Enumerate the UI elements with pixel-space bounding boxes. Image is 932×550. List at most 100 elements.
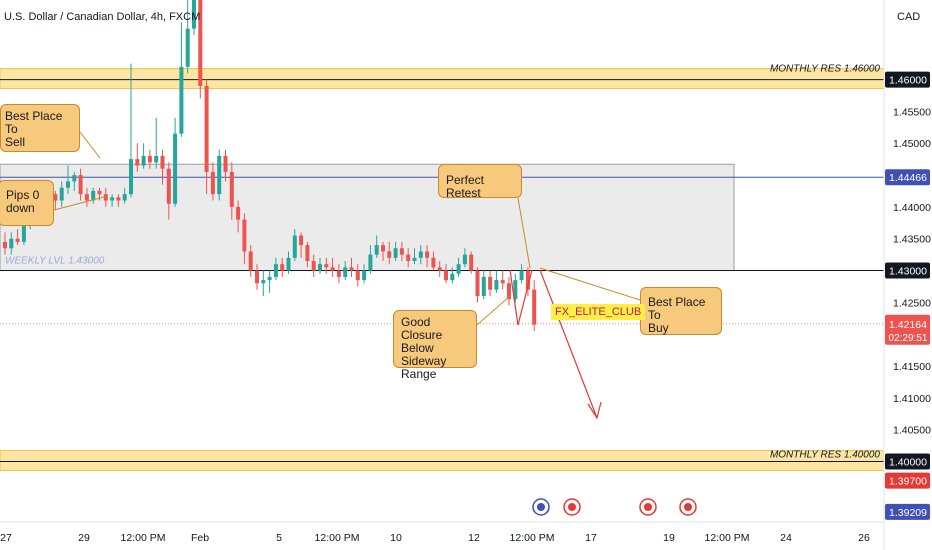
price-axis[interactable]: 1.45500 1.45000 1.44000 1.43500 1.42500 1.415… (885, 71, 931, 520)
candle-body (318, 264, 322, 271)
time-tick-label: 12:00 PM (510, 532, 555, 544)
candle-body (122, 194, 127, 201)
price-tag-retest-bg (885, 169, 930, 186)
price-tick-label: 1.41000 (893, 393, 931, 405)
callout-closure-pointer (476, 295, 511, 326)
callout-buy-line-2: Buy (648, 321, 669, 335)
price-tag-low-2: 1.39209 (889, 507, 927, 519)
callout-closure-line-3: Range (401, 367, 437, 381)
candle-body (311, 261, 316, 271)
candle-body (91, 190, 96, 201)
candle-body (59, 187, 64, 201)
event-markers[interactable] (532, 498, 697, 516)
red-arrowhead (587, 401, 602, 420)
candle-body (217, 155, 222, 195)
candle-body (349, 267, 354, 271)
candle-body (242, 219, 247, 252)
price-tag-monthly-top: 1.46000 (889, 75, 927, 87)
callout-sell-pointer (79, 131, 101, 159)
economic-event-dot (568, 503, 576, 511)
price-tag-low-1: 1.39700 (889, 476, 927, 488)
monthly-res-bottom-label: MONTHLY RES 1.40000 (770, 450, 880, 461)
price-countdown: 02:29:51 (889, 333, 928, 344)
candle-body (488, 276, 493, 290)
candle-body (355, 270, 360, 281)
candle-body (9, 238, 14, 249)
time-tick-label: 12:00 PM (705, 532, 750, 544)
price-tag-current-bg (885, 314, 930, 345)
callout-pips-line-1: Pips 0 (6, 188, 40, 202)
callout-retest-pointer (517, 197, 531, 269)
callout-perfect-retest: Perfect Retest (438, 164, 522, 200)
monthly-res-top-label: MONTHLY RES 1.46000 (770, 64, 880, 75)
price-tag-monthly-top-bg (885, 71, 930, 88)
callout-pips-pointer (53, 195, 109, 211)
callout-sell-line-2: Sell (5, 135, 26, 149)
candle-body (166, 168, 171, 204)
candle-body (185, 28, 190, 67)
candle-body (362, 270, 367, 281)
callout-pips-line-2: down (6, 201, 35, 215)
time-tick-label: 12 (468, 532, 480, 544)
candle-body (204, 85, 209, 172)
time-tick-label: 12:00 PM (315, 532, 360, 544)
candle-body (381, 245, 385, 252)
candle-body (418, 251, 423, 258)
price-tag-monthly-bottom: 1.40000 (889, 457, 927, 469)
price-tick-label: 1.43500 (893, 234, 931, 246)
candle-body (198, 0, 203, 86)
overlays-layer (53, 131, 641, 420)
economic-event-dot (684, 503, 692, 511)
candle-body (192, 0, 196, 29)
time-tick-label: 5 (276, 532, 282, 544)
time-tick-label: 19 (663, 532, 675, 544)
candle-body (437, 267, 442, 271)
candle-body (299, 235, 304, 246)
candle-body (513, 280, 518, 300)
time-tick-label: 12:00 PM (121, 532, 166, 544)
symbol-title: U.S. Dollar / Canadian Dollar, 4h, FXCM (4, 11, 201, 23)
time-axis[interactable]: 27 29 12:00 PM Feb 5 12:00 PM 10 12 12:00 PM 17 19… (0, 532, 870, 544)
callout-closure-line-2: Below Sideway (401, 341, 447, 368)
candle-body (475, 270, 480, 297)
candle-body (494, 280, 499, 290)
weekly-level-label: WEEKLY LVL 1.43000 (5, 256, 105, 267)
monthly-res-band-2 (0, 450, 885, 472)
candle-body (444, 270, 448, 281)
candle-body (15, 238, 20, 242)
callout-sell-line-1: Best Place To (5, 109, 63, 136)
callout-buy-pointer (539, 267, 641, 301)
candle-body (78, 175, 83, 195)
candle-body (507, 283, 511, 300)
candle-body (532, 289, 537, 325)
candle-body (110, 197, 115, 201)
candle-body (525, 270, 530, 290)
candle-body (286, 257, 291, 271)
candle-body (141, 155, 146, 166)
candle-body (500, 280, 505, 284)
candle-body (173, 133, 178, 204)
candle-body (456, 264, 461, 274)
time-tick-label: 26 (858, 532, 870, 544)
red-arrow-retest (509, 269, 533, 326)
candle-body (280, 264, 285, 271)
candle-body (324, 264, 329, 268)
red-arrow-target (539, 269, 598, 419)
candle-body (292, 235, 297, 258)
candle-body (84, 194, 89, 201)
candle-body (469, 254, 474, 271)
callout-buy-line-1: Best Place To (648, 295, 706, 322)
candle-body (450, 273, 455, 281)
candle-body (116, 197, 121, 201)
candle-body (103, 194, 108, 201)
economic-event-dot (537, 503, 545, 511)
candle-body (481, 276, 486, 297)
price-tag-weekly-bg (885, 262, 930, 279)
zones-layer: WEEKLY LVL 1.43000 MONTHLY RES 1.46000 MON… (0, 64, 885, 472)
price-tick-label: 1.40500 (893, 425, 931, 437)
candle-body (147, 155, 152, 163)
callout-closure-line-1: Good Closure (401, 315, 443, 342)
price-tick-label: 1.41500 (893, 361, 931, 373)
time-tick-label: 27 (0, 532, 12, 544)
